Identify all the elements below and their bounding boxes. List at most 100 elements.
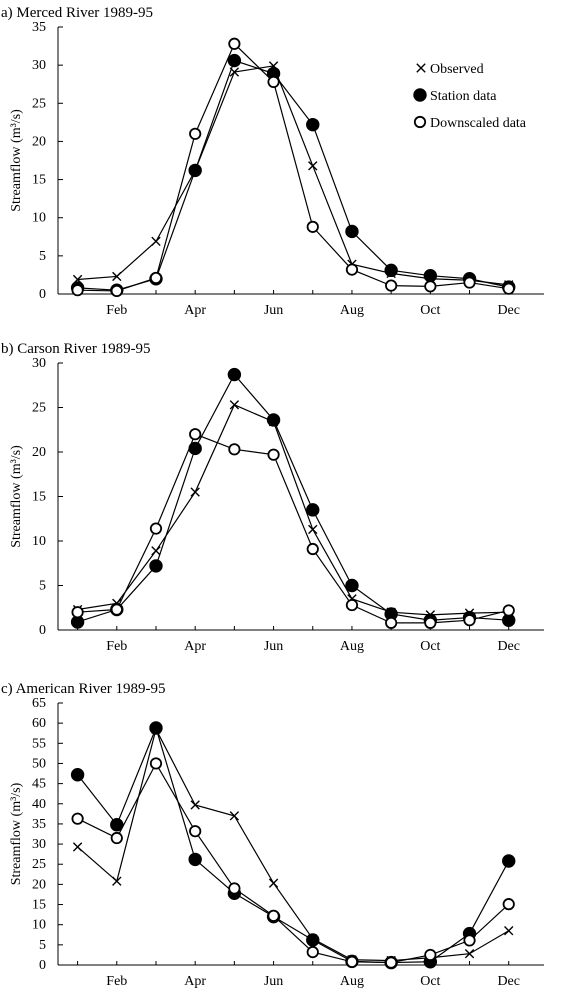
y-tick-label: 20	[32, 445, 46, 460]
series-markers-open-circle	[71, 37, 515, 298]
legend-label: Station data	[430, 89, 497, 104]
y-axis-label: Streamflow (m³/s)	[9, 109, 24, 212]
y-tick-label: 15	[32, 898, 46, 913]
data-point-open-circle	[502, 282, 515, 295]
y-tick-label: 5	[39, 579, 46, 594]
series-line-x	[77, 727, 510, 962]
data-point-x	[504, 926, 514, 936]
data-point-filled-circle	[423, 268, 438, 283]
legend: Observed Station data Downscaled data	[413, 62, 527, 131]
legend-marker-x	[416, 63, 426, 73]
data-point-x	[464, 949, 475, 959]
x-tick-label: Oct	[420, 639, 440, 654]
series-markers-filled-circle	[70, 367, 516, 629]
series-line-filled-circle	[77, 373, 509, 623]
y-tick-label: 5	[39, 249, 46, 264]
data-point-open-circle	[424, 948, 437, 962]
data-point-filled-circle	[70, 768, 85, 782]
x-tick-label: Oct	[420, 303, 440, 318]
y-tick-label: 5	[39, 938, 46, 953]
merced-river-chart: a) Merced River 1989-95 0 5 10 15 20 25 30 35 Feb…	[1, 5, 544, 318]
data-point-open-circle	[385, 279, 398, 292]
data-point-open-circle	[110, 831, 123, 845]
data-point-open-circle	[306, 220, 319, 233]
data-point-filled-circle	[227, 53, 242, 68]
x-tick-label: Apr	[184, 303, 206, 318]
chart-title: a) Merced River 1989-95	[1, 5, 153, 21]
x-tick-label: Aug	[340, 303, 364, 318]
data-point-x	[190, 487, 200, 497]
y-tick-label: 15	[32, 490, 46, 505]
y-tick-label: 50	[32, 756, 46, 771]
y-tick-label: 30	[32, 356, 46, 371]
y-tick-label: 45	[32, 777, 46, 792]
x-tick-label: Oct	[420, 974, 440, 989]
data-point-open-circle	[424, 280, 437, 293]
data-point-open-circle	[149, 757, 163, 770]
data-point-open-circle	[189, 127, 202, 140]
data-point-x	[72, 842, 83, 852]
data-point-open-circle	[228, 37, 241, 50]
x-tick-label: Dec	[497, 303, 520, 318]
data-point-open-circle	[110, 284, 123, 298]
y-tick-label: 0	[39, 623, 46, 638]
data-point-open-circle	[110, 603, 123, 616]
data-point-open-circle	[189, 825, 202, 838]
x-tick-label: Jun	[264, 974, 283, 989]
data-point-open-circle	[424, 616, 437, 629]
chart-title: b) Carson River 1989-95	[1, 341, 151, 357]
y-tick-label: 0	[39, 958, 46, 973]
x-tick-label: Feb	[106, 974, 127, 989]
legend-label: Observed	[430, 62, 484, 77]
data-point-open-circle	[71, 606, 84, 619]
y-tick-label: 30	[32, 837, 46, 852]
data-point-open-circle	[149, 522, 163, 535]
data-point-open-circle	[306, 542, 319, 556]
x-tick-label: Feb	[106, 303, 127, 318]
data-point-open-circle	[267, 75, 280, 89]
y-tick-label: 55	[32, 736, 46, 751]
data-point-x	[151, 236, 161, 247]
x-tick-label: Dec	[497, 639, 520, 654]
y-tick-label: 65	[32, 696, 46, 711]
x-tick-label: Jun	[264, 639, 283, 654]
data-point-filled-circle	[149, 721, 163, 735]
data-point-open-circle	[345, 263, 359, 276]
data-point-filled-circle	[149, 559, 163, 573]
y-tick-label: 10	[32, 211, 46, 226]
y-tick-label: 20	[32, 877, 46, 892]
data-point-x	[308, 161, 318, 171]
data-point-open-circle	[502, 898, 515, 911]
data-point-open-circle	[345, 955, 359, 968]
data-point-filled-circle	[188, 163, 202, 178]
data-point-open-circle	[306, 946, 319, 959]
data-point-filled-circle	[502, 854, 516, 868]
data-point-open-circle	[502, 604, 515, 617]
x-tick-label: Feb	[106, 639, 127, 654]
series-markers-x	[72, 400, 514, 620]
data-point-x	[308, 524, 318, 535]
data-point-open-circle	[228, 882, 241, 895]
data-point-open-circle	[463, 614, 476, 627]
data-point-filled-circle	[188, 852, 202, 867]
data-point-open-circle	[71, 284, 84, 297]
y-axis-label: Streamflow (m³/s)	[9, 782, 24, 885]
chart-panel-american: c) American River 1989-95 0 5 10 15 20 25 30 35 4…	[0, 669, 573, 995]
y-tick-label: 15	[32, 173, 46, 188]
data-point-filled-circle	[384, 263, 398, 278]
data-point-x	[112, 876, 122, 886]
data-point-filled-circle	[110, 818, 124, 832]
data-point-x	[151, 546, 161, 556]
data-point-filled-circle	[306, 933, 320, 947]
data-point-open-circle	[267, 909, 280, 922]
chart-title: c) American River 1989-95	[1, 681, 166, 697]
data-point-open-circle	[385, 956, 398, 969]
chart-panel-merced: a) Merced River 1989-95 0 5 10 15 20 25 30 35 Feb…	[0, 0, 573, 326]
series-markers-open-circle	[71, 757, 515, 969]
chart-panel-carson: b) Carson River 1989-95 0 5 10 15 20 25 30 Feb Ap…	[0, 336, 573, 661]
data-point-filled-circle	[188, 441, 202, 456]
legend-marker-filled-circle	[413, 88, 427, 102]
series-line-x	[77, 404, 509, 616]
y-tick-label: 20	[32, 134, 46, 149]
data-point-filled-circle	[345, 578, 359, 593]
